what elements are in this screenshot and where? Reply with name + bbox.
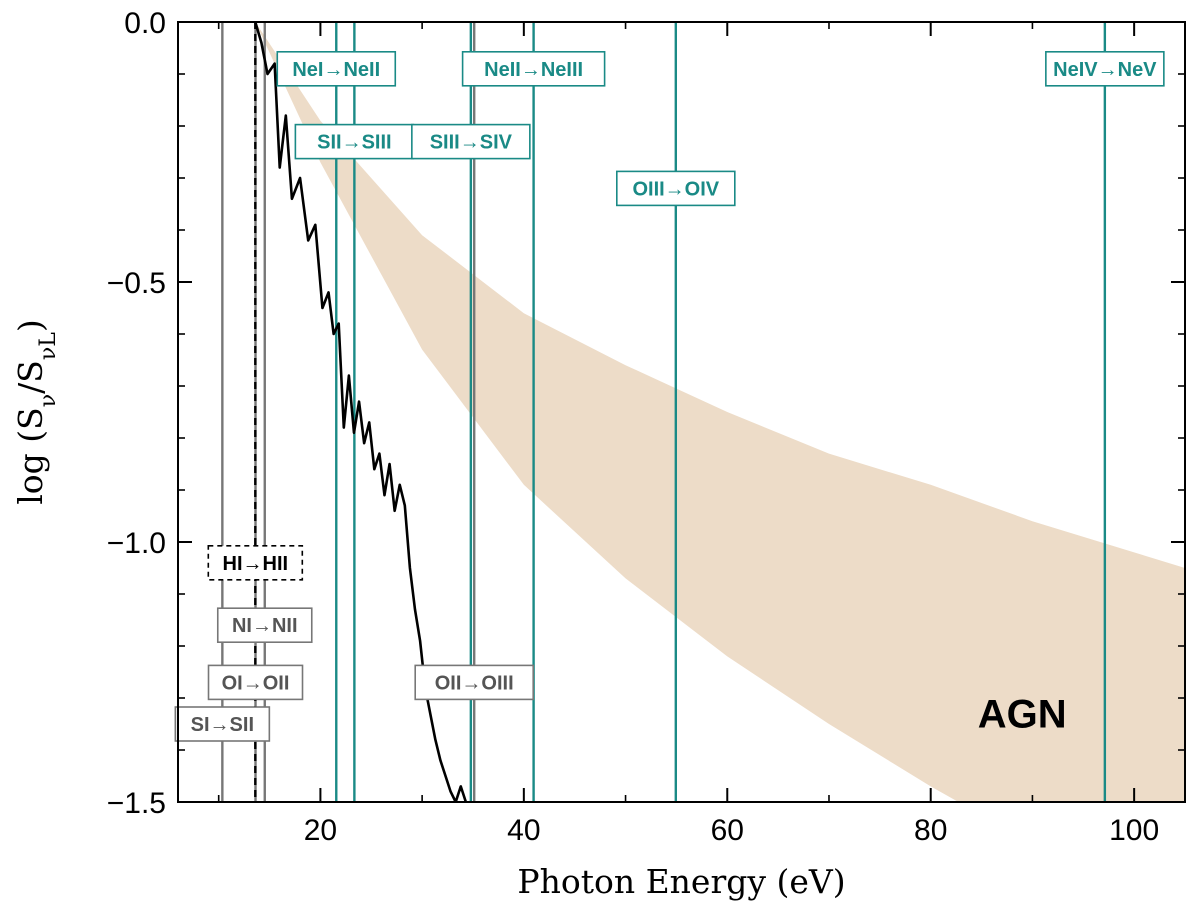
y-label-suffix: ) [11,319,50,332]
annotation-label: SII→SIII [317,132,391,154]
ionization-annotation: SII→SIII [294,123,415,160]
y-tick-label: −0.5 [107,267,166,300]
annotation-label: OI→OII [222,672,290,694]
annotation-box [1045,50,1165,87]
y-label-prefix: log (S [11,407,50,505]
agn-region-label: AGN [978,693,1067,737]
ionization-annotation: SIII→SIV [411,123,531,160]
annotation-label: OII→OIII [435,672,514,694]
annotation-label: NeIV→NeV [1053,59,1157,81]
y-label-sub1: ν [36,394,61,407]
annotation-label: HI→HII [223,553,289,575]
annotation-box [414,664,535,701]
y-label-mid: /S [11,360,50,394]
agn-band-layer [255,22,1185,802]
x-tick-label: 40 [507,814,540,847]
agn-band [255,22,1185,802]
x-axis-label: Photon Energy (eV) [517,862,845,901]
ionization-annotation: OIII→OIV [616,170,736,207]
y-tick-label: −1.0 [107,527,166,560]
ionization-annotation: NeII→NeIII [461,50,606,87]
ionization-annotation: NI→NII [216,607,313,644]
annotation-box [216,607,313,644]
annotation-label: OIII→OIV [632,178,719,200]
annotation-label: NeI→NeII [292,59,380,81]
annotation-box [616,170,736,207]
annotation-label: SI→SII [191,714,254,736]
annotation-box [207,664,304,701]
y-tick-label: −1.5 [107,787,166,820]
annotation-box [207,544,304,581]
ionization-annotation: SI→SII [174,706,271,742]
ionization-annotation: NeI→NeII [276,50,397,87]
annotation-layer: SI→SII OI→OII HI→HII NI→NII OII→OIII NeI→NeII… [174,50,1165,742]
y-axis-label: log (Sν/SνL) [11,319,61,505]
spectrum-line [254,22,468,802]
plot-frame [177,21,1186,803]
annotation-box [294,123,415,160]
spectrum-layer [254,22,468,802]
x-tick-label: 100 [1109,814,1159,847]
annotation-box [461,50,606,87]
x-tick-label: 80 [914,814,947,847]
annotation-label: SIII→SIV [430,132,513,154]
annotation-box [174,706,271,742]
annotation-box [276,50,397,87]
annotation-label: NeII→NeIII [484,59,583,81]
y-label-sub2: νL [36,332,61,360]
annotation-box [411,123,531,160]
ionization-annotation: NeIV→NeV [1045,50,1165,87]
x-tick-label: 60 [711,814,744,847]
x-tick-label: 20 [304,814,337,847]
y-tick-label: 0.0 [124,7,166,40]
ionization-annotation: OII→OIII [414,664,535,701]
ionization-annotation: HI→HII [207,544,304,581]
ionization-annotation: OI→OII [207,664,304,701]
annotation-label: NI→NII [232,615,298,637]
axis-ticks-layer: 20 40 60 80 100 0.0 −0.5 −1.0 −1.5 [107,7,1185,847]
